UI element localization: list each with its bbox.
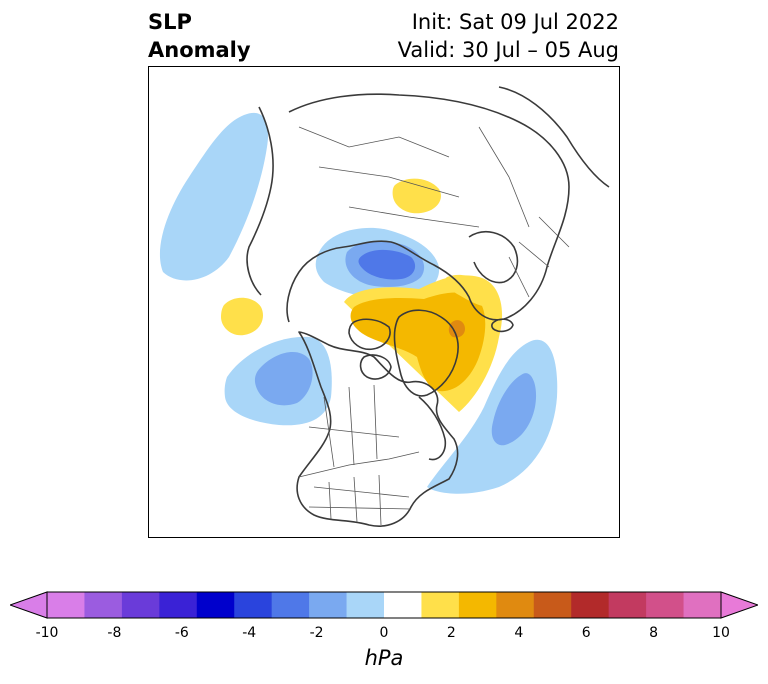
colorbar-extend-high — [720, 591, 758, 619]
colorbar-tick-label: -10 — [35, 625, 59, 641]
colorbar — [10, 591, 758, 619]
anomaly-negative-arctic-center — [358, 249, 416, 280]
colorbar-tick-label: -4 — [242, 625, 257, 641]
colorbar-tick-label: 10 — [712, 625, 730, 641]
colorbar-tick-label: 4 — [514, 625, 524, 641]
colorbar-swatch — [121, 592, 160, 618]
colorbar-swatch — [196, 592, 235, 618]
europe-east-coast — [498, 86, 610, 188]
colorbar-outline — [46, 591, 722, 619]
init-date: Init: Sat 09 Jul 2022 — [411, 10, 619, 34]
title-slp: SLP — [148, 10, 192, 34]
colorbar-swatch — [159, 592, 198, 618]
political-borders — [298, 126, 570, 526]
anomaly-negative-alaska-core — [254, 352, 313, 406]
title-anomaly: Anomaly — [148, 38, 251, 62]
colorbar-swatch — [458, 592, 497, 618]
colorbar-swatch — [384, 592, 422, 618]
colorbar-swatch — [421, 592, 460, 618]
east-asia-coast — [246, 106, 274, 296]
colorbar-swatch — [84, 592, 123, 618]
canada-us-border — [298, 451, 420, 478]
greenland-coast — [393, 309, 459, 397]
arctic-islands — [348, 318, 391, 351]
colorbar-swatch — [608, 592, 647, 618]
colorbar-swatch — [234, 592, 273, 618]
colorbar-swatch — [47, 592, 85, 618]
colorbar-tick-label: 6 — [581, 625, 591, 641]
colorbar-swatch — [496, 592, 535, 618]
coastlines — [246, 86, 610, 527]
colorbar-swatch — [571, 592, 610, 618]
map-title: SLP Anomaly — [148, 8, 251, 64]
anomaly-positive-greenland-mid — [350, 292, 486, 392]
colorbar-tick-label: -2 — [309, 625, 324, 641]
labrador-coast — [418, 396, 447, 461]
colorbar-swatch — [309, 592, 348, 618]
asia-borders — [298, 126, 530, 228]
colorbar-tick-label: 0 — [379, 625, 389, 641]
colorbar-tick-label: -6 — [174, 625, 189, 641]
colorbar-segments — [47, 592, 722, 618]
colorbar-tick-label: -8 — [107, 625, 122, 641]
colorbar-tick-label: 2 — [446, 625, 456, 641]
map-svg — [159, 86, 610, 527]
map-dates: Init: Sat 09 Jul 2022 Valid: 30 Jul – 05… — [398, 8, 619, 64]
anomaly-positive-bering — [221, 297, 264, 336]
colorbar-extend-low — [10, 591, 48, 619]
colorbar-swatch — [271, 592, 310, 618]
anomaly-positive-greenland-core — [448, 320, 465, 338]
scandinavia-coast — [468, 231, 519, 284]
colorbar-swatch — [646, 592, 685, 618]
colorbar-swatch — [683, 592, 722, 618]
north-america-coast — [296, 331, 459, 527]
colorbar-tick-label: 8 — [649, 625, 659, 641]
anomaly-fields — [159, 112, 558, 494]
valid-range: Valid: 30 Jul – 05 Aug — [397, 38, 619, 62]
colorbar-swatch — [346, 592, 385, 618]
us-states — [308, 474, 412, 526]
anomaly-negative-kamchatka — [159, 112, 269, 281]
colorbar-units: hPa — [364, 646, 404, 670]
map-panel — [148, 66, 620, 538]
europe-borders — [508, 216, 570, 298]
anomaly-positive-siberia — [392, 178, 441, 214]
iceland-coast — [491, 318, 514, 333]
arctic-islands-2 — [359, 354, 392, 380]
colorbar-swatch — [533, 592, 572, 618]
canada-provinces — [308, 384, 400, 468]
anomaly-negative-atlantic-core — [491, 373, 537, 446]
